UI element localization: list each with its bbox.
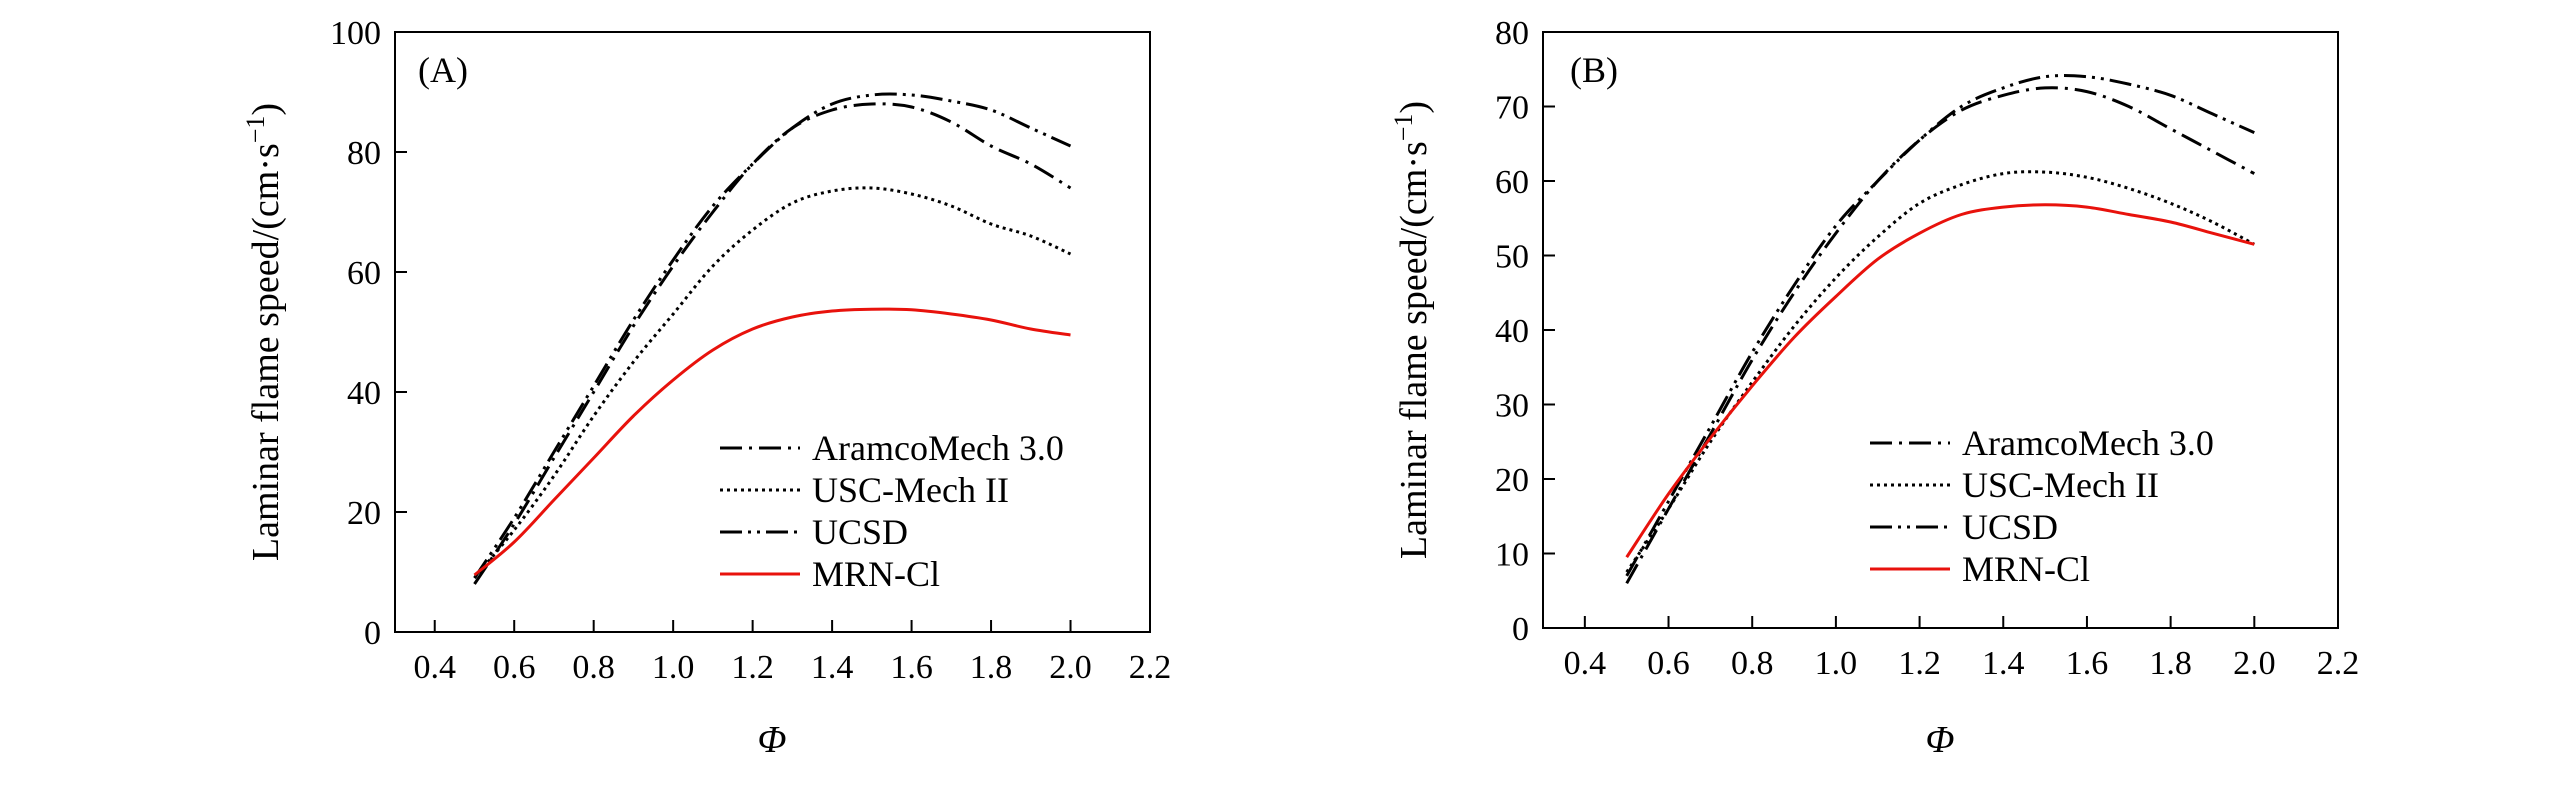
x-tick-label-b: 1.6 [2066, 645, 2109, 682]
x-tick-label-b: 1.0 [1815, 645, 1858, 682]
y-tick-label-a: 60 [347, 255, 381, 292]
legend-label-a: AramcoMech 3.0 [812, 428, 1064, 468]
x-tick-label-a: 2.2 [1129, 649, 1172, 686]
panel-b: 0.4 0.6 0.8 1.0 1.2 1.4 1.6 1.8 2.0 2.2 0 10 20 30 40 5… [1389, 15, 2360, 761]
y-tick-label-b: 50 [1495, 239, 1529, 276]
x-tick-label-b: 1.2 [1898, 645, 1941, 682]
plot-area-b [1542, 31, 2339, 629]
y-axis-label-a-close: ) [245, 103, 287, 116]
x-tick-label-a: 2.0 [1049, 649, 1092, 686]
legend-label-b: UCSD [1962, 507, 2058, 547]
series-line-ucsd-a [473, 92, 1072, 579]
x-tick-label-a: 0.4 [413, 649, 456, 686]
legend-label-a: USC-Mech II [812, 470, 1009, 510]
x-tick-label-b: 1.4 [1982, 645, 2025, 682]
series-line-usc-mech-ii-b [1625, 170, 2256, 573]
x-axis-label-b: Φ [1926, 719, 1955, 761]
series-line-mrn-cl-a [473, 307, 1071, 577]
x-axis-label-a: Φ [758, 719, 787, 761]
series-b [1625, 74, 2256, 585]
y-tick-label-b: 0 [1512, 611, 1529, 648]
y-tick-label-b: 80 [1495, 15, 1529, 52]
panel-label-b: (B) [1570, 50, 1618, 90]
x-tick-label-b: 2.2 [2317, 645, 2360, 682]
x-tick-label-b: 0.8 [1731, 645, 1774, 682]
y-tick-label-b: 40 [1495, 313, 1529, 350]
x-tick-label-a: 1.8 [970, 649, 1013, 686]
y-tick-label-b: 70 [1495, 90, 1529, 127]
series-line-mrn-cl-b [1625, 203, 2255, 559]
x-tick-label-b: 0.4 [1564, 645, 1607, 682]
series-a [473, 92, 1072, 585]
y-tick-label-a: 40 [347, 375, 381, 412]
ticks-b: 0.4 0.6 0.8 1.0 1.2 1.4 1.6 1.8 2.0 2.2 0 10 20 30 40 5… [1495, 15, 2359, 682]
x-tick-label-a: 1.6 [890, 649, 933, 686]
panel-a: 0.4 0.6 0.8 1.0 1.2 1.4 1.6 1.8 2.0 2.2 0 20 40 60 80 1… [241, 15, 1172, 761]
x-tick-label-b: 0.6 [1647, 645, 1690, 682]
y-axis-label-b-sup: −1 [1389, 114, 1418, 142]
x-tick-label-a: 1.0 [652, 649, 695, 686]
y-tick-label-b: 60 [1495, 164, 1529, 201]
y-tick-label-b: 30 [1495, 388, 1529, 425]
y-tick-label-b: 10 [1495, 537, 1529, 574]
x-tick-label-b: 1.8 [2149, 645, 2192, 682]
x-tick-label-a: 1.4 [811, 649, 854, 686]
y-tick-label-b: 20 [1495, 462, 1529, 499]
y-axis-label-a-main: Laminar flame speed/(cm·s [245, 143, 287, 561]
x-tick-label-a: 0.6 [493, 649, 536, 686]
y-axis-label-a: Laminar flame speed/(cm·s−1) [241, 103, 288, 561]
legend-label-b: AramcoMech 3.0 [1962, 423, 2214, 463]
y-tick-label-a: 0 [364, 615, 381, 652]
legend-label-b: USC-Mech II [1962, 465, 2159, 505]
plot-area-a [394, 31, 1151, 633]
y-axis-label-a-sup: −1 [241, 116, 270, 144]
x-tick-label-a: 0.8 [572, 649, 615, 686]
legend-label-a: UCSD [812, 512, 908, 552]
series-line-usc-mech-ii-a [473, 186, 1072, 579]
y-tick-label-a: 100 [330, 15, 381, 52]
y-axis-label-b-close: ) [1393, 101, 1435, 114]
y-tick-label-a: 80 [347, 135, 381, 172]
legend-label-a: MRN-Cl [812, 554, 940, 594]
y-tick-label-a: 20 [347, 495, 381, 532]
panel-label-a: (A) [418, 50, 468, 90]
ticks-a: 0.4 0.6 0.8 1.0 1.2 1.4 1.6 1.8 2.0 2.2 0 20 40 60 80 1… [330, 15, 1171, 686]
y-axis-label-b-main: Laminar flame speed/(cm·s [1393, 141, 1435, 559]
x-tick-label-b: 2.0 [2233, 645, 2276, 682]
y-axis-label-b: Laminar flame speed/(cm·s−1) [1389, 101, 1436, 559]
legend-label-b: MRN-Cl [1962, 549, 2090, 589]
x-tick-label-a: 1.2 [731, 649, 774, 686]
